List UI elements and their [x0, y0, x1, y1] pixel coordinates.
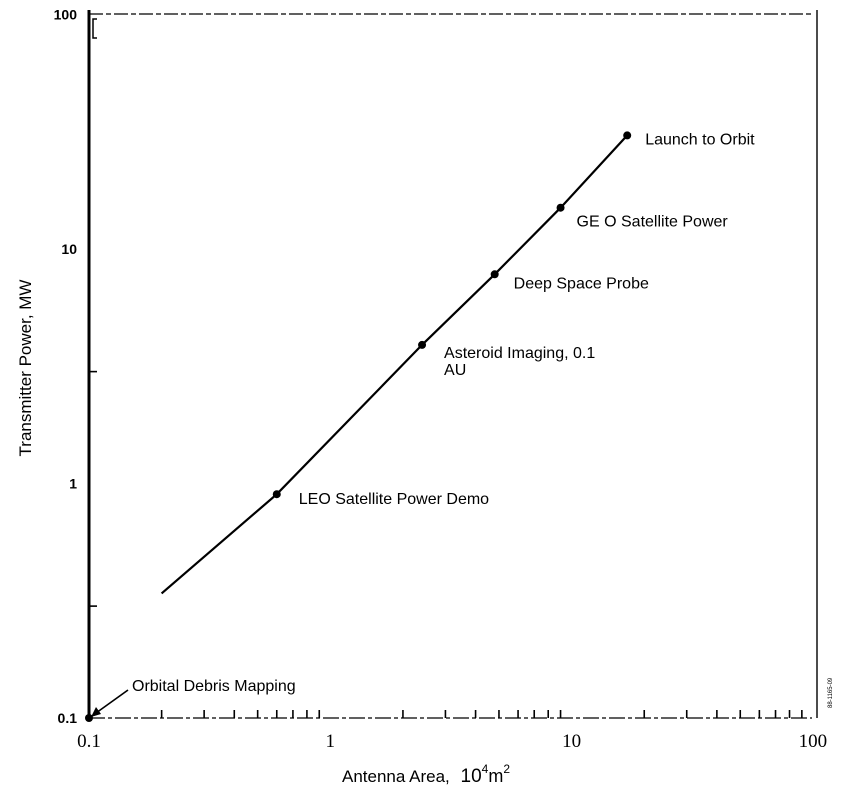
- data-point: [623, 131, 632, 140]
- data-point: [85, 714, 93, 722]
- y-minor-ticks: [89, 370, 97, 607]
- y-tick-labels: 0.1 1 10 100: [54, 7, 78, 727]
- x-tick-label: 0.1: [77, 731, 101, 752]
- data-points: [85, 131, 632, 722]
- y-tick-label: 10: [61, 241, 77, 257]
- debris-arrow-head: [91, 707, 101, 717]
- data-point: [272, 490, 281, 499]
- x-minor-ticks: [160, 710, 803, 718]
- x-axis-unit-exp: 4: [482, 762, 489, 776]
- x-tick-label: 100: [799, 731, 828, 752]
- series-line: [160, 134, 629, 595]
- y-tick-label: 0.1: [58, 710, 78, 726]
- point-label: Orbital Debris Mapping: [132, 678, 296, 695]
- x-tick-labels: 0.1 1 10 100: [77, 731, 827, 752]
- data-point: [490, 270, 499, 279]
- point-label: Launch to Orbit: [645, 131, 755, 148]
- point-label: GE O Satellite Power: [577, 214, 729, 231]
- point-labels: Orbital Debris Mapping LEO Satellite Powe…: [132, 131, 755, 695]
- x-tick-label: 10: [562, 731, 581, 752]
- data-point: [418, 340, 427, 349]
- x-axis-unit-m: m: [488, 766, 503, 786]
- data-point: [556, 203, 565, 212]
- y-tick-label: 100: [54, 7, 78, 23]
- y-axis-title: Transmitter Power, MW: [16, 280, 35, 457]
- figure-id-code: 88-1165-09: [828, 677, 834, 708]
- x-axis-unit-base: 10: [461, 766, 482, 787]
- top-left-bracket: [92, 18, 97, 39]
- point-label: LEO Satellite Power Demo: [299, 491, 489, 508]
- y-tick-label: 1: [69, 476, 77, 492]
- x-axis-title-text: Antenna Area,: [342, 767, 450, 786]
- x-tick-label: 1: [326, 731, 336, 752]
- point-label-continued: AU: [444, 362, 466, 379]
- point-label: Asteroid Imaging, 0.1: [444, 345, 595, 362]
- x-axis-unit-m-exp: 2: [503, 762, 510, 776]
- x-axis-title: Antenna Area, 104m2: [342, 762, 510, 787]
- point-label: Deep Space Probe: [514, 275, 649, 292]
- debris-arrow: [95, 689, 129, 714]
